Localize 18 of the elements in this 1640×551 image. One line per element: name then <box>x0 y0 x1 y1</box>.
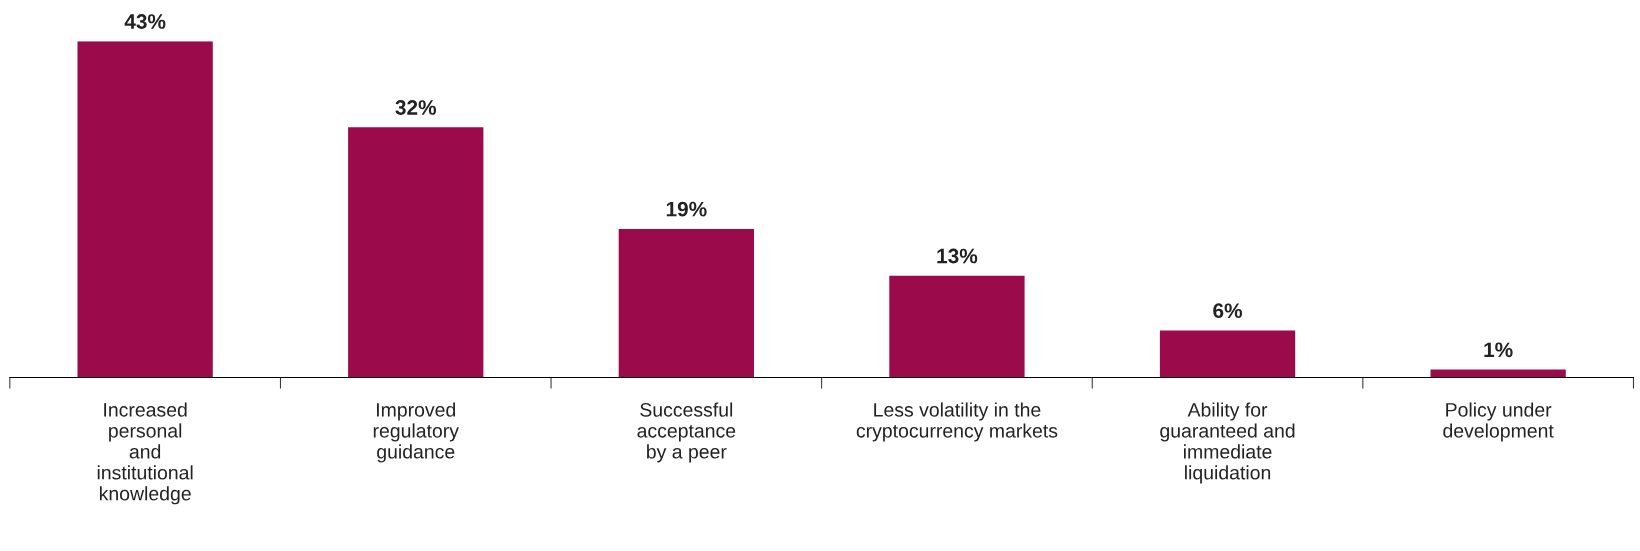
data-label: 43% <box>124 14 166 29</box>
data-label: 13% <box>937 248 978 264</box>
x-tick-label: Less volatility in the cryptocurrency markets <box>856 402 1058 442</box>
data-label: 19% <box>666 201 707 217</box>
bar <box>77 41 213 378</box>
x-tick-label: Increased personal and institutional knowledge <box>97 402 193 505</box>
data-label: 32% <box>395 100 437 115</box>
bar <box>1159 330 1296 378</box>
x-tick-label: Successful acceptance by a peer <box>637 402 736 463</box>
x-tick-label: Policy under development <box>1443 402 1554 442</box>
data-label: 1% <box>1484 342 1513 358</box>
data-label: 6% <box>1213 303 1243 319</box>
bar <box>348 127 484 378</box>
x-tick-label: Improved regulatory guidance <box>373 402 459 463</box>
bar <box>889 275 1025 378</box>
x-tick-label: Ability for guaranteed and immediate liquidation <box>1160 402 1295 484</box>
bar <box>1430 369 1566 378</box>
bar <box>618 228 754 378</box>
